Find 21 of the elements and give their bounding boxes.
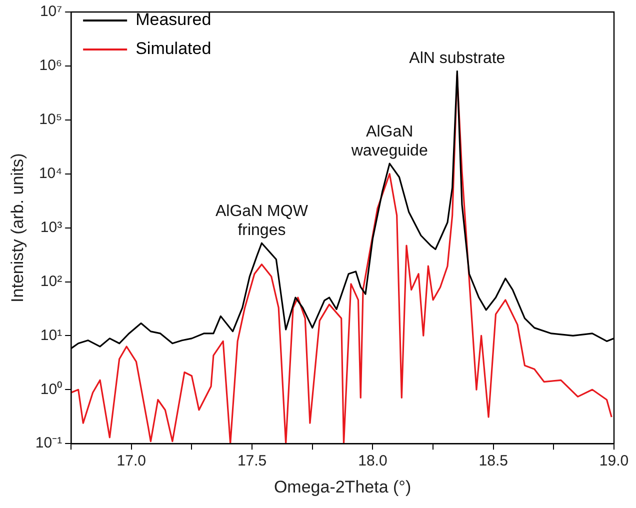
x-axis-title: Omega-2Theta (°)	[274, 477, 412, 496]
y-tick-label: 10⁴	[38, 164, 62, 182]
x-tick-label: 18.0	[358, 452, 388, 470]
y-tick-label: 10⁶	[39, 57, 62, 74]
y-axis-title: Intenisty (arb. units)	[8, 153, 27, 302]
annotation: AlGaN MQW fringes	[215, 203, 309, 240]
legend-label: Simulated	[136, 39, 212, 58]
y-tick-label: 10⁻¹	[35, 434, 62, 452]
y-tick-label: 10¹	[40, 326, 62, 344]
legend-label: Measured	[136, 10, 212, 30]
annotation: AlGaN waveguide	[350, 124, 428, 160]
x-tick-label: 17.0	[116, 452, 146, 470]
y-tick-label: 10⁵	[39, 111, 62, 128]
x-tick-label: 18.5	[478, 452, 508, 470]
y-tick-label: 10⁷	[40, 3, 62, 20]
y-tick-label: 10²	[40, 272, 62, 290]
x-tick-label: 17.5	[237, 452, 267, 470]
y-tick-label: 10³	[40, 218, 62, 236]
annotation: AlN substrate	[409, 50, 506, 68]
x-tick-label: 19.0	[599, 452, 629, 470]
y-tick-label: 10⁰	[40, 380, 62, 398]
